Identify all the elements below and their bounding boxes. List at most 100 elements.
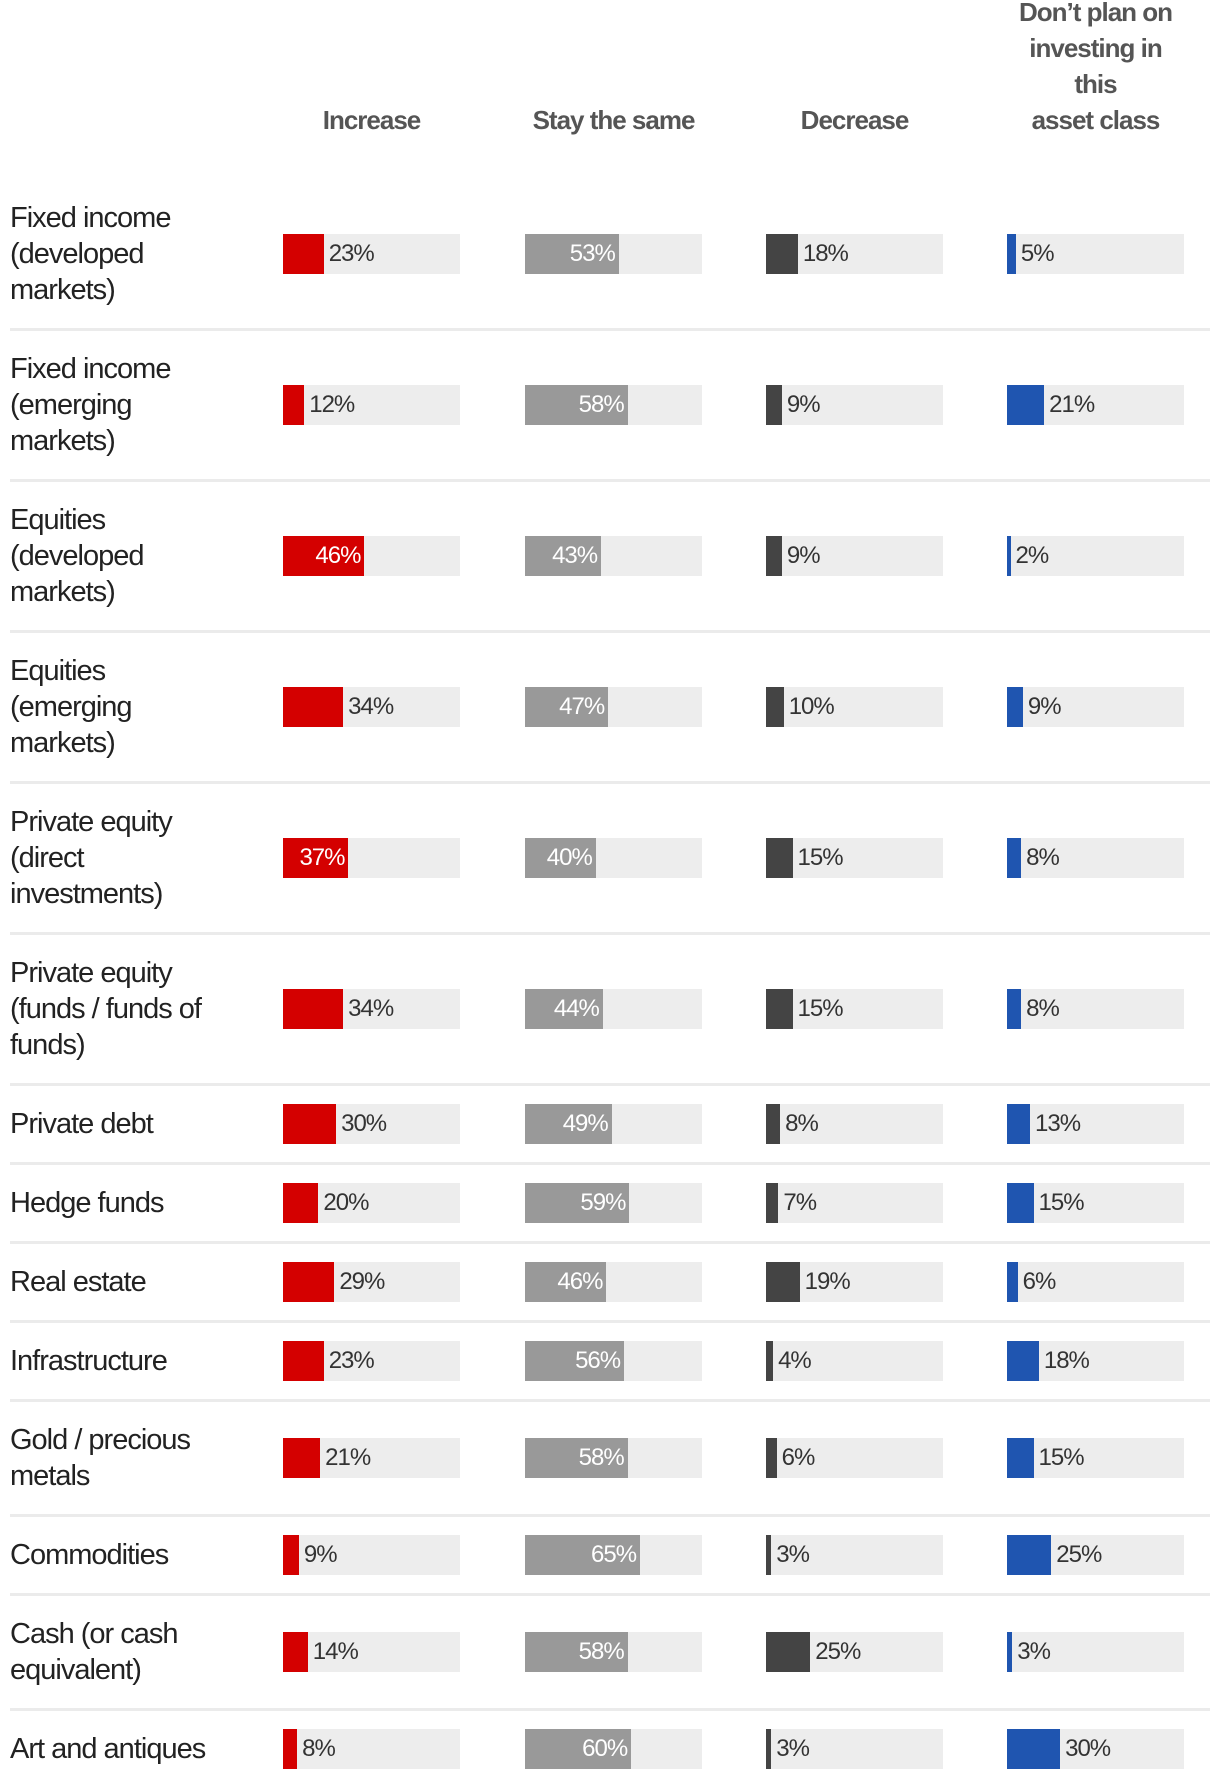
table-row: Equities (developed markets) 46% 43% 9% 2% — [10, 482, 1210, 633]
value-label-increase: 37% — [299, 844, 345, 871]
bar-increase — [283, 1535, 299, 1575]
bar-track-none: 25% — [1007, 1535, 1184, 1575]
value-label-none: 15% — [1038, 1189, 1085, 1216]
bar-track-same: 53% — [525, 234, 702, 274]
bar-track-increase: 14% — [283, 1632, 460, 1672]
bar-decrease — [766, 1632, 811, 1672]
value-label-none: 30% — [1065, 1735, 1111, 1762]
value-label-decrease: 25% — [815, 1638, 861, 1665]
value-label-same: 60% — [582, 1735, 628, 1762]
value-label-none: 2% — [1015, 542, 1050, 569]
bar-track-increase: 46% — [283, 536, 460, 576]
bar-increase — [283, 234, 324, 274]
bar-decrease — [766, 385, 782, 425]
table-row: Cash (or cash equivalent) 14% 58% 25% 3% — [10, 1596, 1210, 1711]
bar-track-increase: 21% — [283, 1438, 460, 1478]
row-label: Gold / precious metals — [10, 1424, 191, 1492]
bar-same — [525, 989, 603, 1029]
value-label-same: 43% — [552, 542, 598, 569]
bar-same — [525, 1341, 625, 1381]
bar-track-decrease: 6% — [766, 1438, 943, 1478]
value-label-none: 21% — [1049, 391, 1095, 418]
bar-none — [1007, 687, 1023, 727]
table-row: Art and antiques 8% 60% 3% 30% — [10, 1711, 1210, 1787]
value-label-same: 46% — [557, 1268, 603, 1295]
bar-track-same: 43% — [525, 536, 702, 576]
row-label: Commodities — [10, 1539, 169, 1571]
bar-track-none: 5% — [1007, 234, 1184, 274]
bar-increase — [283, 1341, 324, 1381]
value-label-decrease: 6% — [781, 1444, 816, 1471]
bar-same — [525, 234, 619, 274]
bar-track-increase: 8% — [283, 1729, 460, 1769]
value-label-same: 40% — [546, 844, 593, 871]
bar-increase — [283, 536, 365, 576]
value-label-decrease: 3% — [776, 1735, 810, 1762]
bar-track-increase: 23% — [283, 234, 460, 274]
bar-track-decrease: 10% — [766, 687, 943, 727]
bar-track-decrease: 8% — [766, 1104, 943, 1144]
value-label-decrease: 18% — [802, 240, 849, 267]
value-label-decrease: 19% — [804, 1268, 851, 1295]
value-label-decrease: 15% — [797, 995, 844, 1022]
value-label-decrease: 9% — [786, 542, 821, 569]
bar-none — [1007, 1262, 1018, 1302]
table-row: Infrastructure 23% 56% 4% 18% — [10, 1323, 1210, 1402]
value-label-none: 6% — [1022, 1268, 1057, 1295]
value-label-same: 47% — [559, 693, 605, 720]
bar-none — [1007, 1104, 1030, 1144]
value-label-decrease: 15% — [797, 844, 844, 871]
bar-track-increase: 23% — [283, 1341, 460, 1381]
value-label-decrease: 9% — [786, 391, 821, 418]
bar-decrease — [766, 1535, 772, 1575]
bar-none — [1007, 838, 1022, 878]
bar-track-same: 46% — [525, 1262, 702, 1302]
value-label-increase: 9% — [303, 1541, 338, 1568]
value-label-same: 53% — [569, 240, 616, 267]
bar-track-none: 8% — [1007, 989, 1184, 1029]
row-label: Hedge funds — [10, 1187, 164, 1219]
bar-none — [1007, 1535, 1052, 1575]
bar-track-same: 58% — [525, 1632, 702, 1672]
table-row: Private debt 30% 49% 8% 13% — [10, 1086, 1210, 1165]
value-label-none: 25% — [1056, 1541, 1102, 1568]
bar-same — [525, 838, 596, 878]
bar-track-decrease: 4% — [766, 1341, 943, 1381]
bar-track-increase: 34% — [283, 687, 460, 727]
value-label-none: 15% — [1038, 1444, 1085, 1471]
bar-track-none: 8% — [1007, 838, 1184, 878]
bar-increase — [283, 1632, 308, 1672]
bar-increase — [283, 1183, 319, 1223]
bar-increase — [283, 1438, 321, 1478]
bar-none — [1007, 1183, 1034, 1223]
value-label-increase: 30% — [341, 1110, 387, 1137]
bar-increase — [283, 687, 344, 727]
bar-track-decrease: 7% — [766, 1183, 943, 1223]
row-label: Infrastructure — [10, 1345, 168, 1377]
column-header-increase: Increase — [322, 105, 422, 135]
table-row: Fixed income (developed markets) 23% 53% 18… — [10, 180, 1210, 331]
value-label-none: 13% — [1035, 1110, 1081, 1137]
bar-same — [525, 536, 602, 576]
value-label-none: 18% — [1043, 1347, 1090, 1374]
bar-increase — [283, 1729, 298, 1769]
value-label-same: 58% — [578, 1444, 625, 1471]
value-label-none: 5% — [1020, 240, 1055, 267]
table-row: Gold / precious metals 21% 58% 6% 15% — [10, 1402, 1210, 1517]
table-row: Commodities 9% 65% 3% 25% — [10, 1517, 1210, 1596]
bar-increase — [283, 989, 344, 1029]
bar-same — [525, 1729, 632, 1769]
bar-decrease — [766, 687, 784, 727]
bar-track-none: 6% — [1007, 1262, 1184, 1302]
table-row: Equities (emerging markets) 34% 47% 10% 9% — [10, 633, 1210, 784]
value-label-decrease: 8% — [785, 1110, 819, 1137]
bar-track-none: 9% — [1007, 687, 1184, 727]
value-label-same: 65% — [591, 1541, 637, 1568]
bar-track-increase: 29% — [283, 1262, 460, 1302]
bar-track-decrease: 15% — [766, 838, 943, 878]
value-label-increase: 34% — [348, 995, 394, 1022]
bar-decrease — [766, 1262, 800, 1302]
value-label-increase: 12% — [309, 391, 355, 418]
column-header-none: Don’t plan on investing in this asset cl… — [1018, 0, 1173, 135]
value-label-none: 8% — [1026, 995, 1060, 1022]
